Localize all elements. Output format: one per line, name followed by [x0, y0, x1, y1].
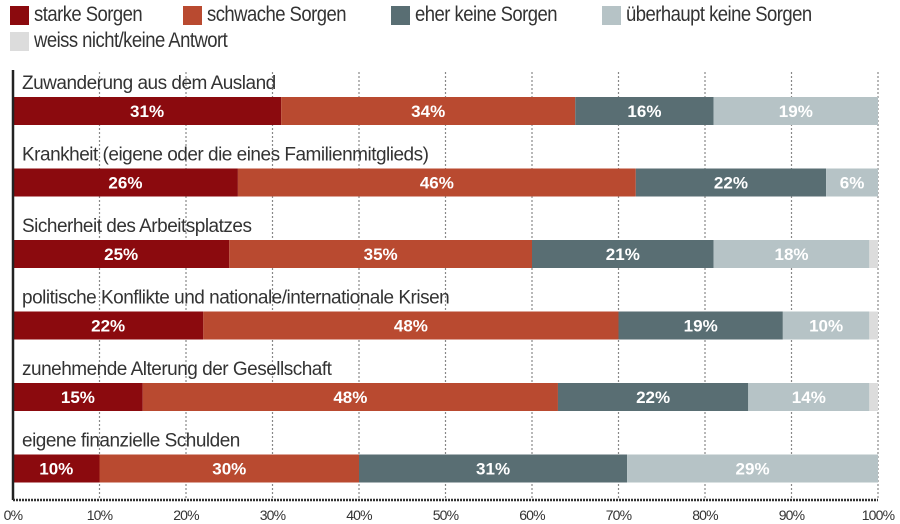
bar-segment [618, 311, 783, 340]
bar-segment [13, 97, 282, 125]
data-label: 29% [736, 460, 770, 479]
chart-legend: starke Sorgen schwache Sorgen eher keine… [10, 2, 890, 54]
data-label: 25% [104, 245, 138, 264]
data-label: 21% [606, 245, 640, 264]
data-label: 15% [61, 388, 95, 407]
legend-label: weiss nicht/keine Antwort [34, 29, 228, 52]
category-label: zunehmende Alterung der Gesellschaft [22, 359, 333, 380]
data-label: 6% [840, 174, 865, 193]
data-label: 26% [108, 174, 142, 193]
bar-segment [627, 454, 878, 483]
bar-segment [99, 454, 359, 483]
bars: Zuwanderung aus dem Ausland 31% 34% 16% 19% K… [13, 73, 878, 483]
bar-segment [782, 311, 870, 340]
bar-segment [13, 311, 204, 340]
data-label: 46% [420, 174, 454, 193]
bar-segment [203, 311, 619, 340]
category-label: Zuwanderung aus dem Ausland [22, 73, 276, 94]
legend-row-2: weiss nicht/keine Antwort [10, 28, 890, 54]
legend-item-schwache-sorgen: schwache Sorgen [182, 3, 365, 27]
legend-label: überhaupt keine Sorgen [626, 3, 812, 26]
bar-segment [281, 97, 576, 125]
data-label: 30% [212, 460, 246, 479]
bar-segment [869, 311, 878, 340]
legend-item-starke-sorgen: starke Sorgen [10, 3, 157, 27]
data-label: 48% [394, 317, 428, 336]
legend-swatch [602, 5, 622, 25]
bar-segment [359, 454, 628, 483]
data-label: 35% [364, 245, 398, 264]
bar-segment [237, 168, 636, 197]
category-label: Sicherheit des Arbeitsplatzes [22, 216, 251, 237]
x-tick-label: 90% [779, 507, 805, 523]
x-tick-label: 10% [87, 507, 113, 523]
x-tick-label: 70% [606, 507, 632, 523]
legend-swatch [182, 5, 202, 25]
bar-segment [713, 240, 870, 268]
data-label: 14% [792, 388, 826, 407]
x-tick-label: 80% [692, 507, 718, 523]
bar-segment [826, 168, 878, 197]
legend-item-eher-keine-sorgen: eher keine Sorgen [390, 3, 576, 27]
legend-item-weiss-nicht: weiss nicht/keine Antwort [10, 29, 254, 53]
category-label: politische Konflikte und nationale/inter… [22, 288, 449, 309]
bar-segment [869, 383, 878, 411]
bar-segment [13, 454, 100, 483]
x-tick-label: 20% [173, 507, 199, 523]
legend-swatch [10, 5, 29, 25]
x-tick-label: 100% [862, 507, 895, 523]
data-label: 16% [627, 102, 661, 121]
legend-label: starke Sorgen [34, 3, 143, 26]
data-label: 22% [91, 317, 125, 336]
bar-segment [635, 168, 827, 197]
bar-segment [869, 240, 878, 268]
legend-label: eher keine Sorgen [414, 3, 558, 26]
bar-segment [229, 240, 532, 268]
x-tick-label: 30% [260, 507, 286, 523]
category-label: eigene finanzielle Schulden [22, 431, 240, 452]
data-label: 19% [779, 102, 813, 121]
x-tick-label: 40% [346, 507, 372, 523]
legend-swatch [10, 31, 29, 51]
data-label: 10% [39, 460, 73, 479]
bar-segment [13, 168, 238, 197]
data-label: 34% [411, 102, 445, 121]
legend-row-1: starke Sorgen schwache Sorgen eher keine… [10, 2, 890, 28]
bar-segment [557, 383, 749, 411]
x-tick-label: 0% [4, 507, 23, 523]
category-label: Krankheit (eigene oder die eines Familie… [22, 145, 429, 166]
data-label: 31% [476, 460, 510, 479]
bar-segment [575, 97, 714, 125]
data-label: 31% [130, 102, 164, 121]
legend-item-ueberhaupt-keine-sorgen: überhaupt keine Sorgen [602, 3, 837, 27]
bar-segment [142, 383, 558, 411]
data-label: 10% [809, 317, 843, 336]
bar-segment [713, 97, 878, 125]
bar-segment [532, 240, 714, 268]
data-label: 19% [684, 317, 718, 336]
x-tick-label: 50% [433, 507, 459, 523]
data-label: 22% [714, 174, 748, 193]
x-tick-label: 60% [519, 507, 545, 523]
axes: 0% 10% 20% 30% 40% 50% 60% 70% 80% 90% 100% [4, 70, 895, 523]
bar-segment [13, 383, 143, 411]
legend-label: schwache Sorgen [206, 3, 347, 26]
data-label: 18% [774, 245, 808, 264]
bar-segment [748, 383, 870, 411]
data-label: 48% [333, 388, 367, 407]
legend-swatch [390, 5, 410, 25]
grid-lines [98, 72, 879, 500]
data-label: 22% [636, 388, 670, 407]
bar-segment [13, 240, 230, 268]
